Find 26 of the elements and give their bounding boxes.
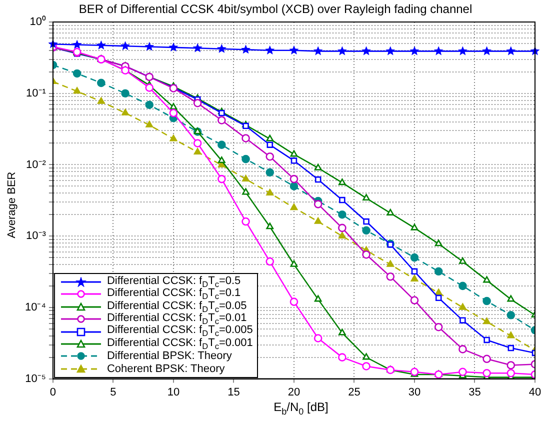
x-tick-label: 0 — [50, 386, 56, 398]
y-tick-label: 10⁻² — [26, 158, 46, 171]
legend-label: Differential CCSK: f$_{D}$T$_{c}$=0.005 — [106, 324, 253, 339]
legend-label: Differential CCSK: f$_{D}$T$_{c}$=0.05 — [106, 300, 247, 314]
y-tick-label: 10⁻⁴ — [24, 301, 46, 314]
y-axis-title: Average BER — [6, 172, 18, 238]
legend-label: Differential CCSK: f$_{D}$T$_{c}$=0.01 — [106, 312, 247, 326]
x-tick-label: 30 — [408, 386, 421, 398]
legend-label: Differential BPSK: Theory — [106, 350, 232, 362]
x-tick-label: 15 — [228, 386, 240, 398]
x-axis-title: E$_{b}$/N$_{0}$ [dB] — [272, 400, 330, 416]
legend-label: Differential CCSK: f$_{D}$T$_{c}$=0.001 — [106, 336, 253, 352]
y-tick-label: 10⁻³ — [26, 230, 46, 242]
legend-label: Differential CCSK: f$_{D}$T$_{c}$=0.5 — [106, 274, 241, 290]
chart-title: BER of Differential CCSK 4bit/symbol (XCB) over Rayleigh fading channel — [78, 2, 474, 16]
x-tick-label: 25 — [348, 386, 360, 398]
y-tick-label: 10⁻¹ — [26, 87, 46, 100]
x-tick-label: 40 — [528, 386, 542, 398]
x-tick-label: 10 — [167, 386, 180, 398]
y-tick-label: 10⁰ — [30, 15, 46, 28]
x-tick-label: 35 — [468, 386, 481, 398]
x-tick-label: 5 — [110, 386, 116, 398]
legend-label: Coherent BPSK: Theory — [106, 362, 225, 375]
y-tick-label: 10⁻⁵ — [25, 372, 46, 385]
legend-label: Differential CCSK: f$_{D}$T$_{c}$=0.1 — [106, 287, 241, 302]
x-tick-label: 20 — [288, 386, 300, 398]
